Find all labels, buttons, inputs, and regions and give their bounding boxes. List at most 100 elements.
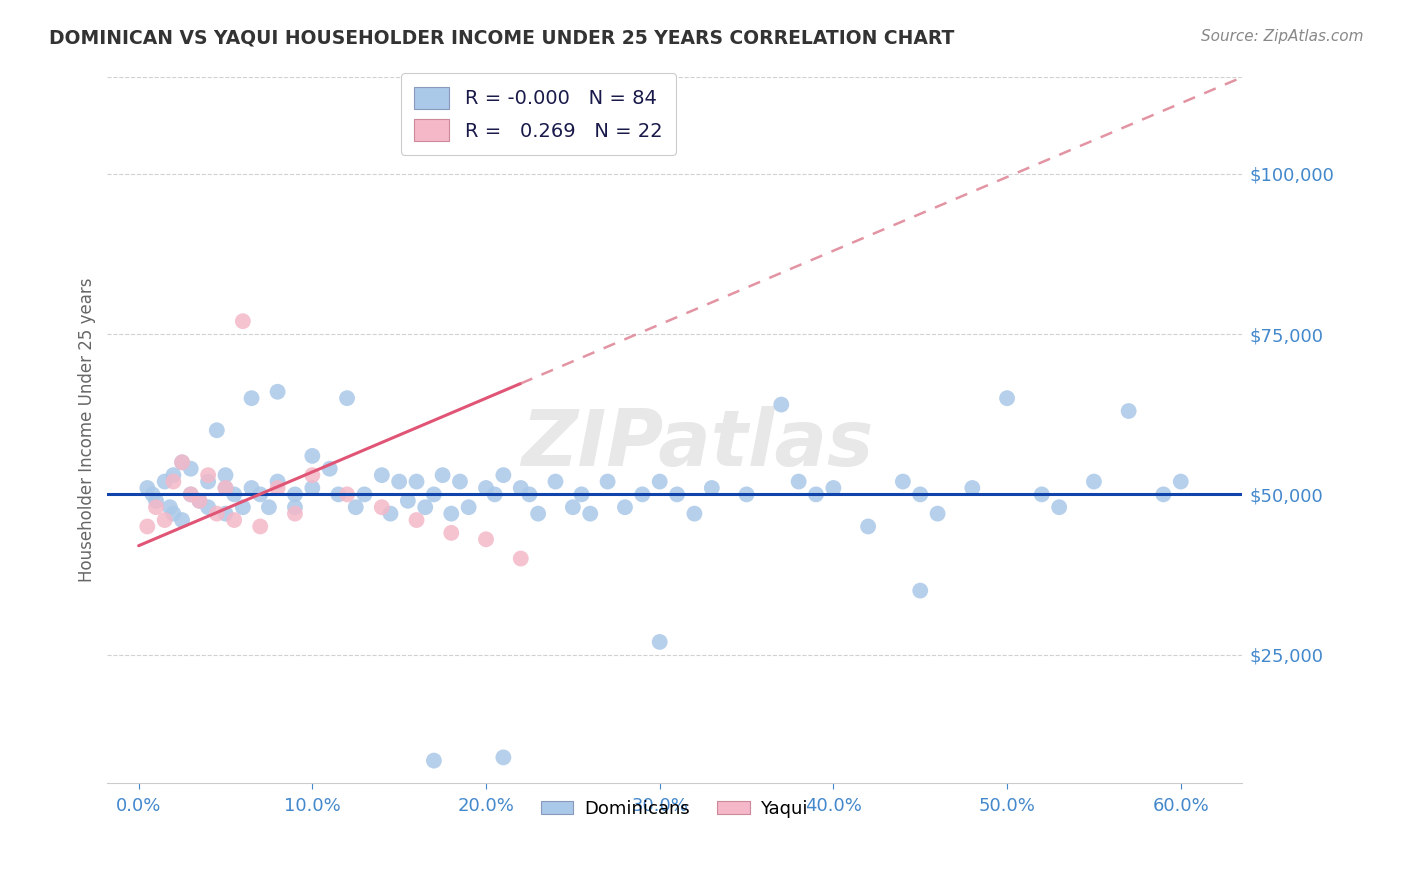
Point xyxy=(301,468,323,483)
Point xyxy=(249,487,271,501)
Point xyxy=(995,391,1018,405)
Point xyxy=(153,475,176,489)
Point xyxy=(145,493,167,508)
Point xyxy=(770,398,793,412)
Point xyxy=(1152,487,1174,501)
Point xyxy=(214,481,236,495)
Point xyxy=(440,525,463,540)
Point xyxy=(205,423,228,437)
Point xyxy=(301,449,323,463)
Point xyxy=(440,507,463,521)
Point xyxy=(188,493,211,508)
Point xyxy=(336,391,359,405)
Point xyxy=(910,583,932,598)
Point xyxy=(136,519,159,533)
Point xyxy=(492,468,515,483)
Point xyxy=(266,384,288,399)
Point xyxy=(413,500,436,515)
Point xyxy=(380,507,402,521)
Point xyxy=(1047,500,1070,515)
Point xyxy=(579,507,602,521)
Point xyxy=(353,487,375,501)
Point xyxy=(1083,475,1105,489)
Point xyxy=(162,507,184,521)
Point xyxy=(318,461,340,475)
Point xyxy=(180,487,202,501)
Point xyxy=(328,487,350,501)
Text: DOMINICAN VS YAQUI HOUSEHOLDER INCOME UNDER 25 YEARS CORRELATION CHART: DOMINICAN VS YAQUI HOUSEHOLDER INCOME UN… xyxy=(49,29,955,47)
Point xyxy=(153,513,176,527)
Point xyxy=(197,500,219,515)
Point xyxy=(571,487,593,501)
Point xyxy=(1031,487,1053,501)
Point xyxy=(344,500,367,515)
Point xyxy=(484,487,506,501)
Point xyxy=(180,487,202,501)
Point xyxy=(423,487,446,501)
Point xyxy=(891,475,914,489)
Point xyxy=(596,475,619,489)
Point xyxy=(197,468,219,483)
Point xyxy=(188,493,211,508)
Point xyxy=(927,507,949,521)
Point xyxy=(136,481,159,495)
Point xyxy=(214,481,236,495)
Point xyxy=(284,507,307,521)
Point xyxy=(475,481,498,495)
Point xyxy=(284,487,307,501)
Text: ZIPatlas: ZIPatlas xyxy=(522,407,873,483)
Point xyxy=(423,754,446,768)
Point xyxy=(170,455,193,469)
Point xyxy=(170,455,193,469)
Point xyxy=(519,487,541,501)
Point xyxy=(240,391,263,405)
Point xyxy=(509,481,531,495)
Point xyxy=(232,314,254,328)
Point xyxy=(224,513,246,527)
Point xyxy=(197,475,219,489)
Point xyxy=(804,487,827,501)
Point xyxy=(405,513,427,527)
Point xyxy=(141,487,163,501)
Point xyxy=(284,500,307,515)
Point xyxy=(159,500,181,515)
Point xyxy=(145,500,167,515)
Point xyxy=(388,475,411,489)
Point xyxy=(962,481,984,495)
Point xyxy=(249,519,271,533)
Point xyxy=(232,500,254,515)
Point xyxy=(405,475,427,489)
Point xyxy=(666,487,689,501)
Point xyxy=(162,468,184,483)
Point xyxy=(266,481,288,495)
Point xyxy=(336,487,359,501)
Point xyxy=(683,507,706,521)
Point xyxy=(1170,475,1192,489)
Point xyxy=(457,500,479,515)
Point xyxy=(787,475,810,489)
Point xyxy=(492,750,515,764)
Point xyxy=(240,481,263,495)
Point xyxy=(224,487,246,501)
Point xyxy=(257,500,280,515)
Point xyxy=(509,551,531,566)
Point xyxy=(823,481,845,495)
Point xyxy=(544,475,567,489)
Point xyxy=(214,468,236,483)
Point xyxy=(449,475,471,489)
Point xyxy=(205,507,228,521)
Point xyxy=(432,468,454,483)
Point xyxy=(396,493,419,508)
Point xyxy=(214,507,236,521)
Point xyxy=(613,500,636,515)
Point xyxy=(700,481,723,495)
Point xyxy=(180,461,202,475)
Y-axis label: Householder Income Under 25 years: Householder Income Under 25 years xyxy=(79,278,96,582)
Legend: Dominicans, Yaqui: Dominicans, Yaqui xyxy=(534,792,815,825)
Point xyxy=(856,519,879,533)
Point xyxy=(1118,404,1140,418)
Point xyxy=(910,487,932,501)
Point xyxy=(561,500,583,515)
Point xyxy=(170,513,193,527)
Point xyxy=(371,500,394,515)
